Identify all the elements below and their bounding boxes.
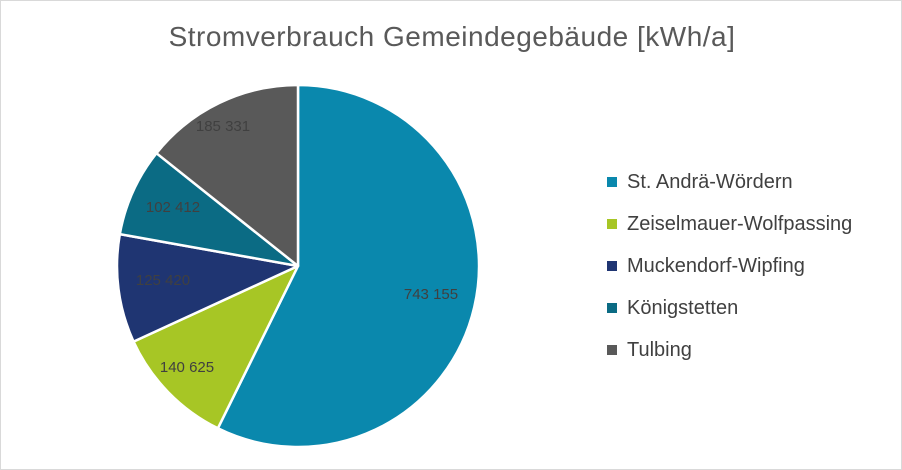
data-label-2: 140 625 — [160, 359, 214, 376]
legend: St. Andrä-Wördern Zeiselmauer-Wolfpassing… — [607, 161, 852, 371]
pie-slice-2 — [132, 264, 300, 430]
pie-slice-4 — [118, 151, 300, 268]
data-label-1: 743 155 — [404, 286, 458, 303]
legend-label: St. Andrä-Wördern — [627, 170, 793, 193]
legend-item: St. Andrä-Wördern — [607, 161, 852, 203]
pie-data-labels: 743 155 140 625 125 420 102 412 185 331 — [136, 118, 458, 376]
legend-item: Muckendorf-Wipfing — [607, 245, 852, 287]
pie-slice-5 — [155, 83, 300, 268]
data-label-4: 102 412 — [146, 199, 200, 216]
legend-label: Zeiselmauer-Wolfpassing — [627, 212, 853, 235]
data-label-3: 125 420 — [136, 272, 190, 289]
legend-label: Muckendorf-Wipfing — [627, 254, 805, 277]
data-label-5: 185 331 — [196, 118, 250, 135]
pie-slices — [115, 83, 481, 449]
pie-slice-3 — [115, 232, 300, 343]
legend-swatch — [607, 261, 617, 271]
legend-label: Tulbing — [627, 338, 692, 361]
legend-item: Zeiselmauer-Wolfpassing — [607, 203, 852, 245]
legend-swatch — [607, 303, 617, 313]
legend-swatch — [607, 345, 617, 355]
legend-item: Tulbing — [607, 329, 852, 371]
legend-label: Königstetten — [627, 296, 739, 319]
legend-swatch — [607, 219, 617, 229]
legend-swatch — [607, 177, 617, 187]
legend-item: Königstetten — [607, 287, 852, 329]
chart-title: Stromverbrauch Gemeindegebäude [kWh/a] — [168, 21, 736, 52]
pie-slice-1 — [216, 83, 481, 449]
